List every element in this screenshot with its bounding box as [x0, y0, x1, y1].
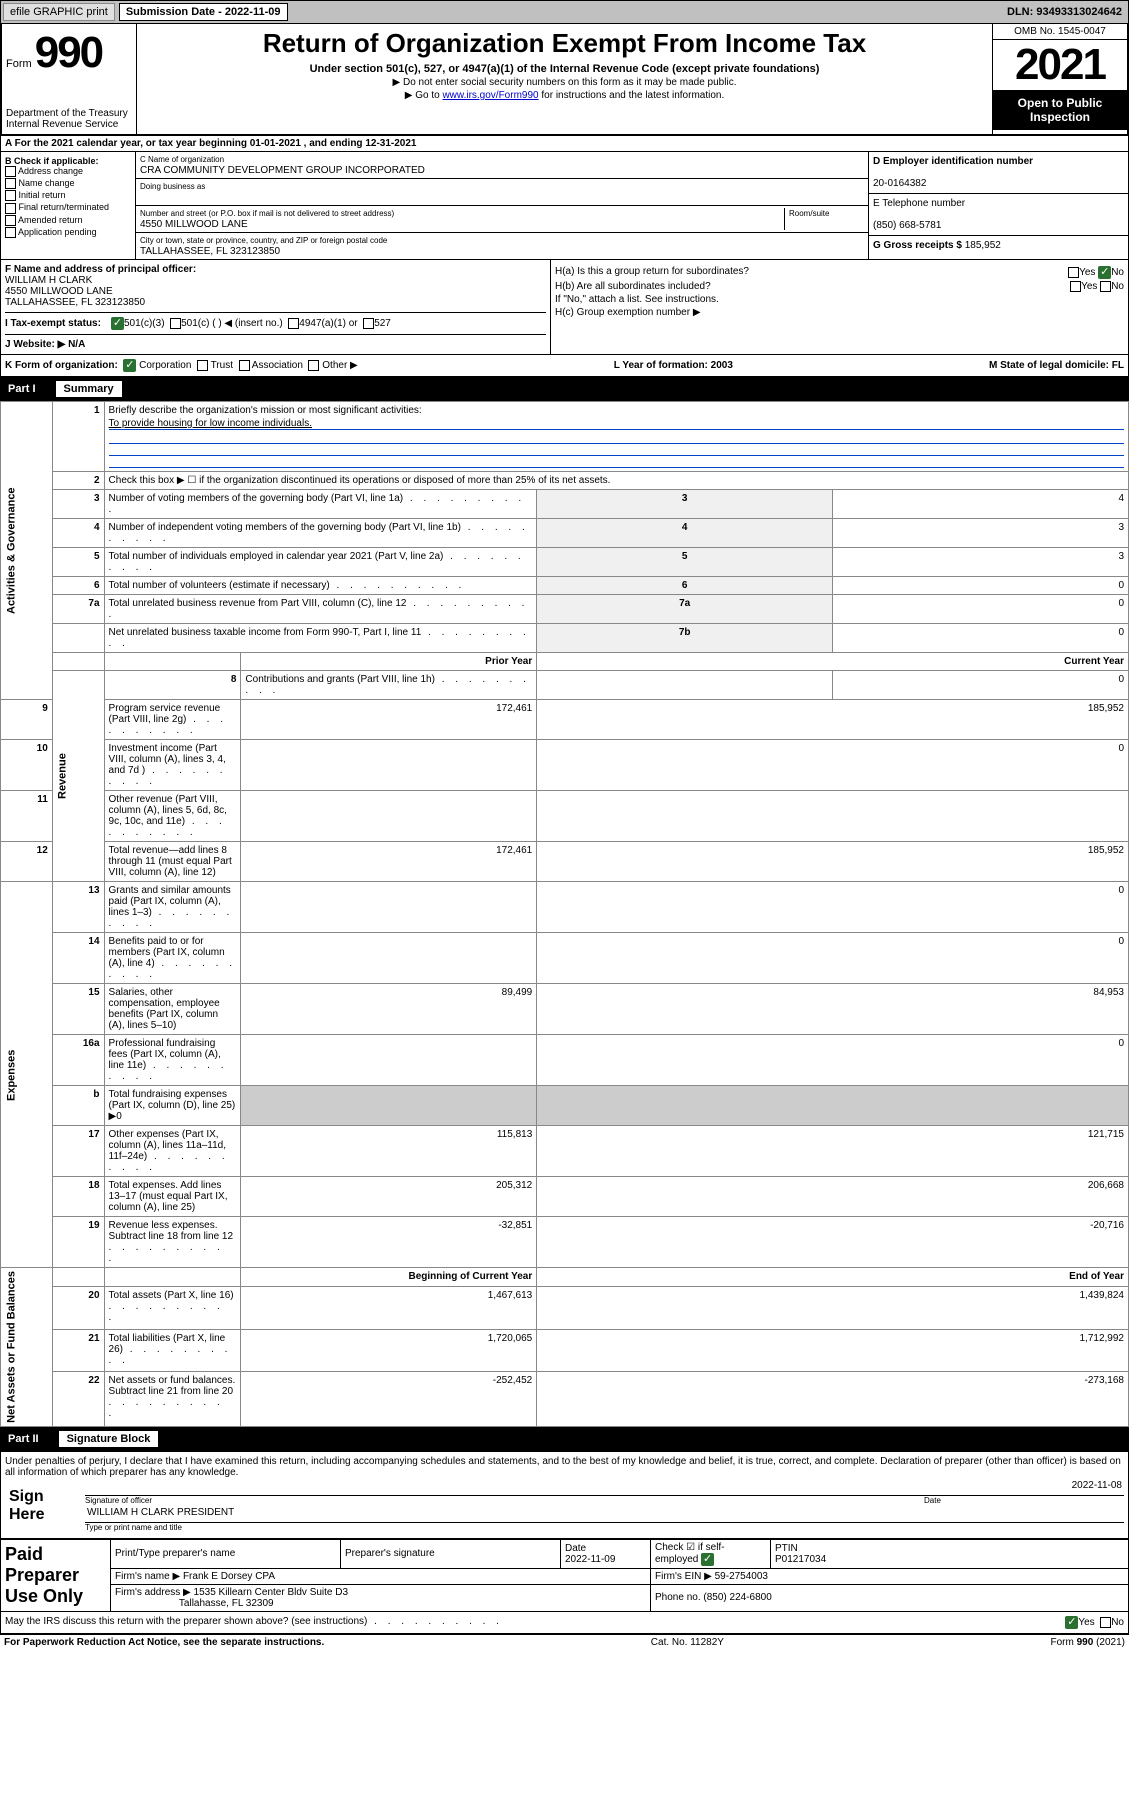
chk-final-return[interactable]: Final return/terminated — [5, 202, 131, 213]
omb-number: OMB No. 1545-0047 — [993, 24, 1127, 40]
efile-print-button[interactable]: efile GRAPHIC print — [3, 3, 115, 21]
chk-name-change[interactable]: Name change — [5, 178, 131, 189]
part-2-label: Part II — [8, 1433, 39, 1445]
footer-mid: Cat. No. 11282Y — [651, 1637, 724, 1648]
vert-expenses: Expenses — [1, 882, 53, 1268]
current-year-hdr: Current Year — [537, 653, 1129, 671]
subtitle-3: ▶ Go to www.irs.gov/Form990 for instruct… — [141, 90, 988, 101]
sign-here-label: Sign Here — [5, 1478, 85, 1534]
addr-label: Number and street (or P.O. box if mail i… — [140, 209, 394, 218]
website-row: J Website: ▶ N/A — [5, 339, 85, 350]
hc-label: H(c) Group exemption number ▶ — [555, 307, 701, 318]
sig-date: 2022-11-08 — [1072, 1480, 1122, 1493]
year-formation: L Year of formation: 2003 — [614, 360, 733, 371]
room-label: Room/suite — [789, 209, 829, 218]
officer-addr2: TALLAHASSEE, FL 323123850 — [5, 297, 145, 308]
col-f-officer: F Name and address of principal officer:… — [1, 260, 551, 354]
declaration-text: Under penalties of perjury, I declare th… — [5, 1456, 1124, 1478]
vert-governance: Activities & Governance — [1, 402, 53, 700]
form-label: Form — [6, 58, 32, 70]
subtitle-1: Under section 501(c), 527, or 4947(a)(1)… — [141, 63, 988, 75]
col-b-checkboxes: B Check if applicable: Address change Na… — [1, 152, 136, 259]
begin-year-hdr: Beginning of Current Year — [241, 1268, 537, 1287]
officer-label: F Name and address of principal officer: — [5, 264, 196, 275]
form-org-label: K Form of organization: — [5, 360, 118, 371]
q2-text: Check this box ▶ ☐ if the organization d… — [104, 472, 1128, 490]
gross-label: G Gross receipts $ — [873, 240, 962, 251]
col-b-header: B Check if applicable: — [5, 156, 99, 166]
section-bcd: B Check if applicable: Address change Na… — [0, 152, 1129, 260]
row-i-label: I Tax-exempt status: — [5, 318, 101, 329]
hb-note: If "No," attach a list. See instructions… — [555, 294, 1124, 305]
dba-label: Doing business as — [140, 182, 205, 191]
page-footer: For Paperwork Reduction Act Notice, see … — [0, 1634, 1129, 1650]
chk-501c3-checked-icon: ✓ — [111, 317, 124, 330]
officer-addr1: 4550 MILLWOOD LANE — [5, 286, 113, 297]
form-number: 990 — [35, 28, 102, 77]
vert-net-assets: Net Assets or Fund Balances — [1, 1268, 53, 1427]
part-1-header: Part I Summary — [0, 377, 1129, 401]
officer-name: WILLIAM H CLARK — [5, 275, 92, 286]
dept-treasury: Department of the Treasury Internal Reve… — [6, 108, 132, 130]
hb-label: H(b) Are all subordinates included? — [555, 281, 711, 292]
footer-right: Form 990 (2021) — [1051, 1637, 1125, 1648]
discuss-row: May the IRS discuss this return with the… — [0, 1612, 1129, 1634]
part-2-title: Signature Block — [59, 1431, 159, 1447]
officer-name-title: WILLIAM H CLARK PRESIDENT — [87, 1507, 234, 1520]
end-year-hdr: End of Year — [537, 1268, 1129, 1287]
submission-date: Submission Date - 2022-11-09 — [119, 3, 288, 21]
signature-block: Under penalties of perjury, I declare th… — [0, 1451, 1129, 1539]
sig-date-label: Date — [924, 1496, 1124, 1505]
col-d-identifiers: D Employer identification number 20-01643… — [868, 152, 1128, 259]
chk-initial-return[interactable]: Initial return — [5, 190, 131, 201]
city-state-zip: TALLAHASSEE, FL 323123850 — [140, 246, 280, 257]
tel-value: (850) 668-5781 — [873, 220, 941, 231]
name-label: C Name of organization — [140, 155, 224, 164]
ha-label: H(a) Is this a group return for subordin… — [555, 266, 749, 279]
org-name: CRA COMMUNITY DEVELOPMENT GROUP INCORPOR… — [140, 165, 425, 176]
chk-pending[interactable]: Application pending — [5, 227, 131, 238]
paid-preparer-label: Paid Preparer Use Only — [1, 1539, 111, 1611]
part-2-header: Part II Signature Block — [0, 1427, 1129, 1451]
open-to-public: Open to Public Inspection — [993, 90, 1127, 130]
state-domicile: M State of legal domicile: FL — [989, 360, 1124, 371]
ein-label: D Employer identification number — [873, 156, 1033, 167]
gross-value: 185,952 — [965, 240, 1001, 251]
tel-label: E Telephone number — [873, 198, 965, 209]
section-fh: F Name and address of principal officer:… — [0, 260, 1129, 355]
subtitle-2: ▶ Do not enter social security numbers o… — [141, 77, 988, 88]
dln-number: DLN: 93493313024642 — [1007, 6, 1128, 18]
preparer-table: Paid Preparer Use Only Print/Type prepar… — [0, 1539, 1129, 1612]
mission-text: To provide housing for low income indivi… — [109, 418, 1124, 430]
summary-table: Activities & Governance 1 Briefly descri… — [0, 401, 1129, 1427]
row-a-calendar: A For the 2021 calendar year, or tax yea… — [0, 136, 1129, 152]
tax-year: 2021 — [993, 40, 1127, 90]
chk-amended[interactable]: Amended return — [5, 215, 131, 226]
ein-value: 20-0164382 — [873, 178, 926, 189]
type-name-label: Type or print name and title — [85, 1523, 1124, 1532]
form-title: Return of Organization Exempt From Incom… — [141, 28, 988, 59]
form-header: Form 990 Department of the Treasury Inte… — [0, 24, 1129, 136]
col-h-group: H(a) Is this a group return for subordin… — [551, 260, 1128, 354]
prior-year-hdr: Prior Year — [241, 653, 537, 671]
city-label: City or town, state or province, country… — [140, 236, 387, 245]
footer-left: For Paperwork Reduction Act Notice, see … — [4, 1637, 324, 1648]
vert-revenue: Revenue — [52, 671, 104, 882]
top-toolbar: efile GRAPHIC print Submission Date - 20… — [0, 0, 1129, 24]
irs-link[interactable]: www.irs.gov/Form990 — [442, 90, 538, 101]
row-k: K Form of organization: ✓ Corporation Tr… — [0, 355, 1129, 377]
part-1-label: Part I — [8, 383, 36, 395]
part-1-title: Summary — [56, 381, 122, 397]
sig-officer-label: Signature of officer — [85, 1496, 924, 1505]
col-c-org-info: C Name of organizationCRA COMMUNITY DEVE… — [136, 152, 868, 259]
street-address: 4550 MILLWOOD LANE — [140, 219, 248, 230]
q1-text: Briefly describe the organization's miss… — [109, 405, 422, 416]
chk-corp-icon: ✓ — [123, 359, 136, 372]
chk-address-change[interactable]: Address change — [5, 166, 131, 177]
